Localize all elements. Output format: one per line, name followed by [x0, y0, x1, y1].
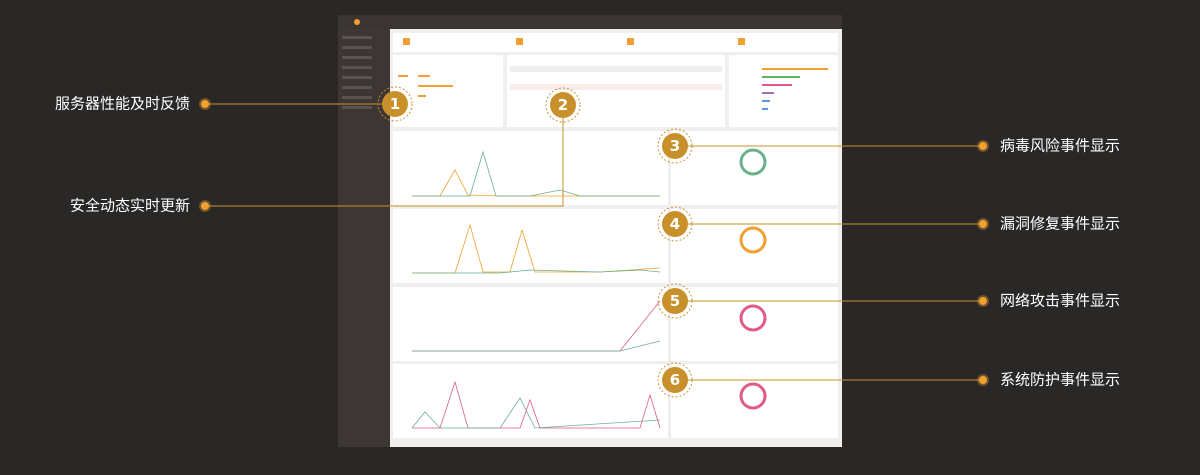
badge	[662, 211, 688, 237]
server-panel	[393, 55, 503, 127]
badge	[382, 91, 408, 117]
badge-number: 3	[670, 137, 680, 155]
chart-rows	[393, 131, 838, 438]
stat-icons	[403, 38, 745, 45]
logo	[354, 19, 360, 25]
badge	[662, 133, 688, 159]
badge-number: 5	[670, 292, 680, 310]
callout-label: 漏洞修复事件显示	[1000, 215, 1120, 233]
dot	[201, 202, 209, 210]
badge-number: 6	[670, 371, 680, 389]
badge	[662, 367, 688, 393]
screenshot	[338, 15, 842, 447]
sidebar	[338, 29, 390, 447]
callout-label: 服务器性能及时反馈	[55, 95, 190, 113]
badge-number: 1	[390, 95, 400, 113]
dot	[979, 297, 987, 305]
badge-ring	[657, 362, 693, 398]
dot	[979, 376, 987, 384]
leader-line	[205, 105, 564, 207]
badge-ring	[657, 206, 693, 242]
dot	[979, 220, 987, 228]
badge	[550, 92, 576, 118]
top-bar	[338, 15, 842, 29]
os-panel	[729, 55, 838, 127]
badge-number: 2	[558, 96, 568, 114]
security-panel	[507, 55, 725, 127]
callout-label: 病毒风险事件显示	[1000, 137, 1120, 155]
dot	[201, 100, 209, 108]
callout-label: 安全动态实时更新	[70, 197, 190, 215]
stats-row	[393, 33, 838, 52]
dot	[979, 142, 987, 150]
badge-ring	[657, 283, 693, 319]
callout-label: 网络攻击事件显示	[1000, 292, 1120, 310]
sidebar-items	[342, 36, 372, 109]
badge-number: 4	[670, 215, 680, 233]
badge	[662, 288, 688, 314]
badge-ring	[377, 86, 413, 122]
callouts: 服务器性能及时反馈 1 安全动态实时更新 2 病毒风险事件显示 3 漏洞修复事件显示 4 网络攻…	[55, 86, 1120, 398]
callout-label: 系统防护事件显示	[1000, 371, 1120, 389]
badge-ring	[545, 87, 581, 123]
badge-ring	[657, 128, 693, 164]
